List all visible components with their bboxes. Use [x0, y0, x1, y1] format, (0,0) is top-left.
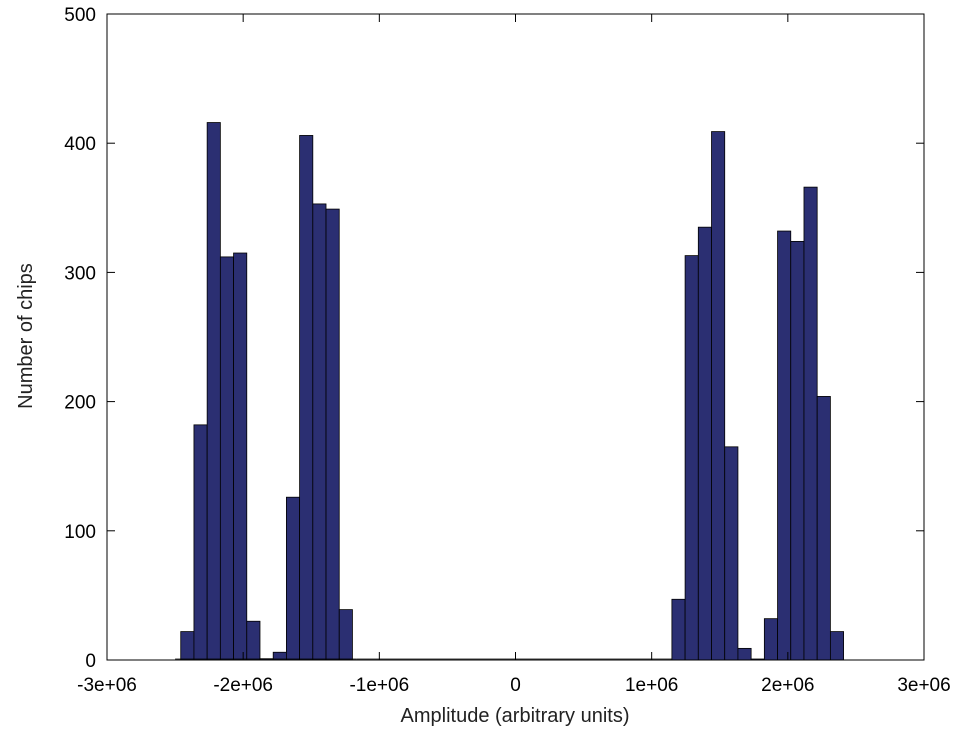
bars-group: [175, 122, 844, 661]
x-tick-label: 3e+06: [897, 675, 950, 696]
y-tick-label: 300: [64, 263, 96, 284]
y-tick-label: 400: [64, 134, 96, 155]
x-tick-label: 1e+06: [625, 675, 678, 696]
histogram-bar: [312, 203, 327, 661]
x-axis-label: Amplitude (arbitrary units): [401, 705, 630, 727]
histogram-bar: [724, 446, 739, 661]
histogram-bar: [299, 135, 314, 661]
histogram-bar: [777, 230, 792, 661]
histogram-bar: [233, 252, 248, 661]
histogram-bar: [338, 609, 353, 661]
histogram-bar: [325, 208, 340, 661]
histogram-bar: [684, 255, 699, 661]
y-tick-label: 200: [64, 393, 96, 414]
histogram-bar: [180, 631, 195, 661]
histogram-bar: [246, 620, 261, 661]
x-tick-label: 0: [510, 675, 521, 696]
y-tick-label: 500: [64, 5, 96, 26]
histogram-bar: [219, 256, 234, 661]
histogram-bar: [285, 496, 301, 661]
histogram-bar: [697, 226, 712, 661]
x-tick-label: 2e+06: [761, 675, 814, 696]
histogram-bar: [737, 647, 752, 661]
ticks-group: [106, 13, 925, 661]
histogram-bar: [193, 424, 208, 661]
histogram-bar: [206, 122, 221, 661]
tick-labels-group: -3e+06 -2e+06 -1e+06 0 1e+06 2e+06 3e+06 0 100 20…: [64, 5, 950, 696]
histogram-bar: [790, 240, 805, 661]
histogram-bar: [803, 186, 818, 661]
histogram-bar: [763, 618, 778, 661]
histogram-bar: [829, 631, 844, 661]
x-tick-label: -1e+06: [349, 675, 409, 696]
x-tick-label: -2e+06: [213, 675, 273, 696]
y-tick-label: 0: [85, 651, 96, 672]
y-axis-label: Number of chips: [15, 263, 37, 409]
histogram-bar: [671, 598, 686, 661]
y-tick-label: 100: [64, 522, 96, 543]
histogram-bar: [816, 396, 831, 661]
histogram-bar: [711, 131, 726, 661]
x-tick-label: -3e+06: [77, 675, 137, 696]
